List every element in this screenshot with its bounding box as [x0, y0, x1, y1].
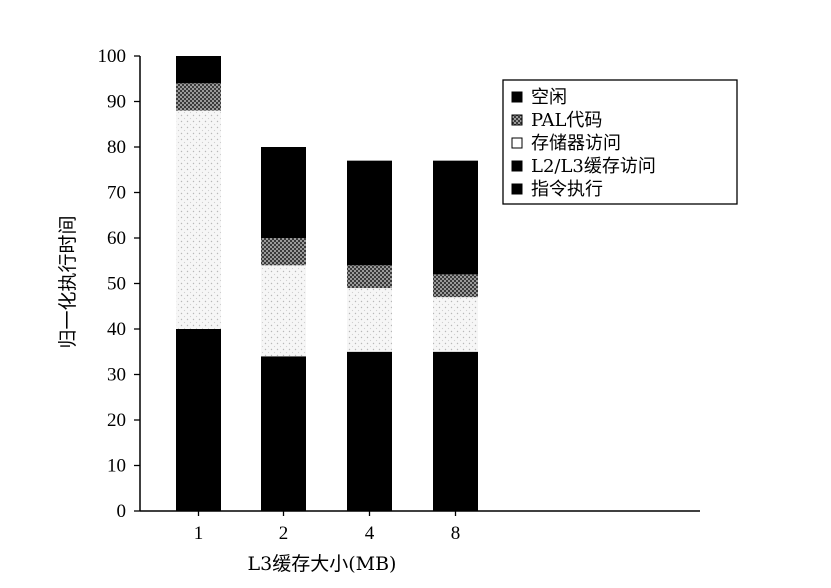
legend-label-2: 存储器访问: [531, 133, 621, 154]
y-tick-label-8: 80: [107, 137, 126, 158]
bar-4-series-0: [347, 351, 392, 511]
legend-swatch-0: [511, 91, 523, 103]
y-tick-label-4: 40: [107, 319, 126, 340]
legend-swatch-1: [511, 114, 523, 126]
bar-8-series-4: [433, 160, 478, 275]
y-ticks-group: 0 10 20 30 40 50 60 70 80 90 100: [98, 46, 140, 522]
bars-group: [176, 56, 478, 511]
y-axis-title: 归一化执行时间: [57, 215, 79, 348]
bar-1-series-3: [176, 83, 221, 111]
bar-1-series-2: [176, 110, 221, 329]
x-tick-label-2: 4: [365, 523, 375, 544]
bar-1-series-0: [176, 329, 221, 511]
legend-swatch-2: [511, 137, 523, 149]
y-tick-label-10: 100: [98, 46, 127, 67]
bar-1-series-4: [176, 56, 221, 84]
y-tick-label-9: 90: [107, 92, 126, 113]
bar-4-series-3: [347, 265, 392, 289]
bar-2-series-0: [261, 356, 306, 511]
legend-label-3: L2/L3缓存访问: [531, 156, 656, 177]
bar-8-series-2: [433, 297, 478, 352]
y-tick-label-7: 70: [107, 183, 126, 204]
y-tick-label-6: 60: [107, 228, 126, 249]
y-tick-label-2: 20: [107, 410, 126, 431]
bar-2-series-2: [261, 265, 306, 357]
bar-2-series-3: [261, 238, 306, 266]
bar-8-series-0: [433, 351, 478, 511]
y-tick-label-0: 0: [117, 501, 127, 522]
x-axis-title: L3缓存大小(MB): [248, 553, 397, 575]
legend-label-4: 指令执行: [531, 179, 603, 200]
bar-4-series-4: [347, 160, 392, 266]
x-tick-label-1: 2: [279, 523, 289, 544]
bar-2-series-4: [261, 147, 306, 238]
y-tick-label-1: 10: [107, 456, 126, 477]
bar-8-series-3: [433, 274, 478, 298]
x-tick-label-3: 8: [451, 523, 461, 544]
bar-4-series-2: [347, 288, 392, 352]
y-tick-label-3: 30: [107, 365, 126, 386]
x-tick-label-0: 1: [194, 523, 204, 544]
y-tick-label-5: 50: [107, 274, 126, 295]
legend-label-0: 空闲: [531, 87, 567, 108]
x-ticks-group: 1 2 4 8: [194, 511, 461, 544]
legend-box: [502, 79, 738, 205]
legend-label-1: PAL代码: [531, 110, 602, 131]
legend-swatch-4: [511, 183, 523, 195]
legend-swatch-3: [511, 160, 523, 172]
